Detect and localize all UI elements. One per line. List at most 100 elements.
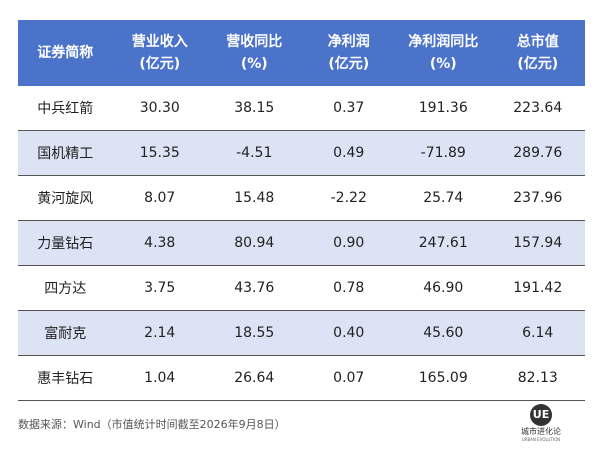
cell-text: 157.94: [513, 235, 563, 251]
cell-text: 黄河旋风: [37, 191, 94, 207]
table-cell: 黄河旋风: [18, 175, 113, 221]
cell-text: 0.40: [333, 325, 365, 341]
header-row: 证券简称 营业收入 (亿元) 营收同比 (%) 净利润 (亿元) 净利润同比 (%) 总市值 (亿元…: [18, 20, 585, 86]
table-cell: 25.74: [396, 175, 491, 221]
cell-text: 1.04: [144, 370, 176, 386]
cell-text: 0.78: [333, 280, 365, 296]
table-cell: 0.90: [301, 220, 396, 266]
cell-text: 0.07: [333, 370, 365, 386]
table-cell: 15.48: [207, 175, 302, 221]
cell-text: 46.90: [423, 280, 464, 296]
table-cell: -71.89: [396, 130, 491, 176]
table-cell: 0.07: [301, 355, 396, 401]
logo-name: 城市进化论: [521, 427, 561, 436]
cell-text: 289.76: [513, 145, 563, 161]
table-cell: 247.61: [396, 220, 491, 266]
cell-text: 247.61: [418, 235, 468, 251]
logo: UE 城市进化论 URBAN EVOLUTION: [512, 404, 570, 443]
table-cell: -4.51: [207, 130, 302, 176]
table-cell: 46.90: [396, 265, 491, 311]
table-row: 惠丰钻石 1.04 26.64 0.07 165.09 82.13: [18, 355, 585, 401]
header-text: 净利润: [327, 34, 370, 50]
table-cell: 力量钻石: [18, 220, 113, 266]
cell-text: 191.42: [513, 280, 563, 296]
table-cell: 82.13: [490, 355, 585, 401]
header-cell: 营业收入 (亿元): [112, 20, 207, 86]
header-text: (%): [429, 56, 457, 72]
header-text: 证券简称: [37, 45, 94, 61]
header-text: 总市值: [516, 34, 559, 50]
table-cell: 165.09: [396, 355, 491, 401]
cell-text: 3.75: [144, 280, 176, 296]
cell-text: 2.14: [144, 325, 176, 341]
data-table: 证券简称 营业收入 (亿元) 营收同比 (%) 净利润 (亿元) 净利润同比 (%) 总市值 (亿元…: [18, 20, 585, 401]
table-cell: 0.49: [301, 130, 396, 176]
table-cell: 8.07: [112, 175, 207, 221]
table-cell: 18.55: [207, 310, 302, 356]
header-text: (亿元): [328, 56, 370, 72]
table-cell: 223.64: [490, 86, 585, 131]
cell-text: 82.13: [517, 370, 558, 386]
table-cell: 15.35: [112, 130, 207, 176]
cell-text: 15.48: [234, 190, 275, 206]
cell-text: 力量钻石: [37, 236, 94, 252]
cell-text: 191.36: [418, 100, 468, 116]
table-cell: 45.60: [396, 310, 491, 356]
table-cell: 0.40: [301, 310, 396, 356]
table-cell: 4.38: [112, 220, 207, 266]
table-cell: -2.22: [301, 175, 396, 221]
table-row: 力量钻石 4.38 80.94 0.90 247.61 157.94: [18, 220, 585, 266]
cell-text: 0.49: [333, 145, 365, 161]
table-cell: 惠丰钻石: [18, 355, 113, 401]
table-body: 中兵红箭 30.30 38.15 0.37 191.36 223.64 国机精工 15.35 -…: [18, 86, 585, 401]
cell-text: 中兵红箭: [37, 101, 94, 117]
cell-text: 0.37: [333, 100, 365, 116]
header-text: 净利润同比: [408, 34, 479, 50]
cell-text: 237.96: [513, 190, 563, 206]
table-cell: 43.76: [207, 265, 302, 311]
table-cell: 80.94: [207, 220, 302, 266]
table-cell: 0.37: [301, 86, 396, 131]
table-cell: 6.14: [490, 310, 585, 356]
table-cell: 四方达: [18, 265, 113, 311]
table-cell: 237.96: [490, 175, 585, 221]
table-cell: 0.78: [301, 265, 396, 311]
table-cell: 30.30: [112, 86, 207, 131]
header-cell: 净利润 (亿元): [301, 20, 396, 86]
cell-text: 惠丰钻石: [37, 371, 94, 387]
table-cell: 1.04: [112, 355, 207, 401]
header-cell: 总市值 (亿元): [490, 20, 585, 86]
cell-text: -2.22: [330, 190, 367, 206]
cell-text: 30.30: [139, 100, 180, 116]
cell-text: 45.60: [423, 325, 464, 341]
header-text: 营业收入: [131, 34, 188, 50]
cell-text: 富耐克: [44, 326, 87, 342]
table-cell: 38.15: [207, 86, 302, 131]
header-text: 营收同比: [226, 34, 283, 50]
header-text: (亿元): [517, 56, 559, 72]
cell-text: 0.90: [333, 235, 365, 251]
table-cell: 2.14: [112, 310, 207, 356]
cell-text: 43.76: [234, 280, 275, 296]
table-row: 黄河旋风 8.07 15.48 -2.22 25.74 237.96: [18, 175, 585, 221]
cell-text: 80.94: [234, 235, 275, 251]
cell-text: 6.14: [522, 325, 554, 341]
table-row: 富耐克 2.14 18.55 0.40 45.60 6.14: [18, 310, 585, 356]
cell-text: -4.51: [236, 145, 273, 161]
table-cell: 26.64: [207, 355, 302, 401]
table-cell: 3.75: [112, 265, 207, 311]
header-cell: 证券简称: [18, 20, 113, 86]
cell-text: 8.07: [144, 190, 176, 206]
cell-text: 25.74: [423, 190, 464, 206]
header-text: (亿元): [139, 56, 181, 72]
cell-text: 15.35: [139, 145, 180, 161]
cell-text: 38.15: [234, 100, 275, 116]
table-cell: 191.42: [490, 265, 585, 311]
table-cell: 157.94: [490, 220, 585, 266]
cell-text: 223.64: [513, 100, 563, 116]
cell-text: -71.89: [420, 145, 466, 161]
table-row: 四方达 3.75 43.76 0.78 46.90 191.42: [18, 265, 585, 311]
header-cell: 净利润同比 (%): [396, 20, 491, 86]
cell-text: 165.09: [418, 370, 468, 386]
